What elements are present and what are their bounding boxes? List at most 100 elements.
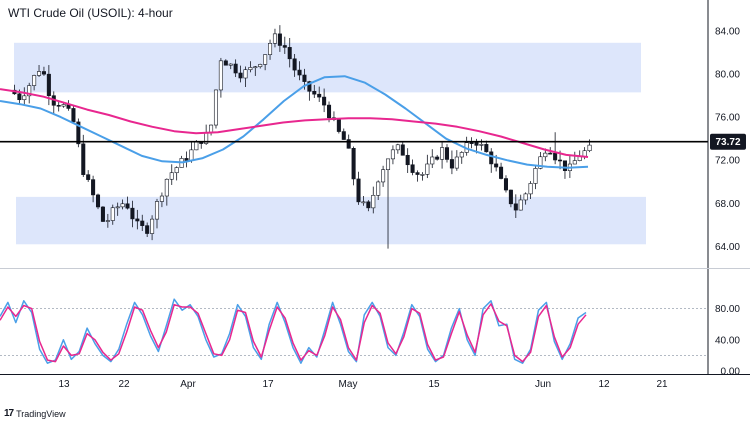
candle-up (159, 195, 164, 202)
candle-down (130, 207, 135, 220)
candle-down (474, 142, 479, 146)
candle-down (336, 119, 341, 132)
candle-up (110, 207, 115, 221)
price-axis: 64.00 68.00 72.00 76.00 80.00 84.00 (715, 26, 740, 253)
candle-up (454, 156, 459, 169)
candle-down (494, 163, 499, 168)
candle-up (361, 201, 366, 204)
level-price-label: 73.72 (715, 137, 740, 148)
price-tick-label: 76.00 (715, 113, 740, 124)
candle-up (459, 152, 464, 158)
level-price-tag (710, 133, 746, 150)
candle-down (91, 179, 96, 196)
candle-up (479, 144, 484, 146)
candle-down (71, 108, 76, 123)
candle-up (32, 75, 37, 86)
tradingview-mark-icon: 17 (4, 408, 14, 419)
candle-up (381, 169, 386, 183)
level-layer: 73.72 (0, 133, 746, 150)
time-tick-label: 12 (598, 379, 610, 390)
candle-down (307, 81, 312, 92)
candle-down (327, 104, 332, 119)
candle-up (154, 201, 160, 220)
candle-up (582, 150, 587, 157)
time-axis: 13 22 Apr 17 May 15 Jun 12 21 (58, 379, 668, 390)
candle-down (513, 203, 518, 211)
candle-up (528, 183, 533, 195)
stoch-tick-label: 40.00 (715, 335, 740, 346)
candle-down (366, 201, 371, 209)
time-tick-label: May (339, 379, 358, 390)
candle-down (317, 93, 322, 98)
candle-down (400, 144, 405, 156)
candle-up (213, 89, 219, 126)
candle-down (238, 72, 243, 79)
candle-down (346, 139, 351, 149)
candle-up (218, 60, 223, 91)
time-tick-label: 15 (428, 379, 440, 390)
chart-title: WTI Crude Oil (USOIL): 4-hour (8, 6, 173, 20)
candle-up (572, 160, 577, 165)
time-tick-label: 21 (656, 379, 668, 390)
time-tick-label: Apr (180, 379, 196, 390)
candle-up (272, 33, 277, 44)
candle-up (518, 199, 523, 211)
candle-down (41, 71, 46, 75)
price-tick-label: 80.00 (715, 70, 740, 81)
candle-up (390, 149, 395, 160)
candle-up (174, 167, 179, 174)
moving-average-fast (0, 75, 589, 169)
candle-down (503, 178, 509, 191)
candle-down (95, 194, 101, 208)
candle-down (86, 174, 91, 180)
time-tick-label: 13 (58, 379, 70, 390)
candle-up (268, 43, 273, 55)
candle-down (356, 178, 361, 203)
candle-down (469, 142, 474, 144)
candle-up (105, 220, 110, 222)
candle-up (425, 163, 430, 175)
candle-up (228, 63, 233, 66)
candle-down (558, 159, 563, 162)
candle-up (37, 71, 42, 76)
candle-up (587, 144, 592, 152)
candle-down (444, 147, 450, 160)
candle-up (371, 194, 376, 209)
tradingview-brand: TradingView (16, 408, 66, 419)
candle-down (415, 172, 420, 175)
candle-down (17, 93, 22, 101)
candle-down (489, 151, 494, 165)
candle-down (322, 96, 327, 106)
zones-layer (14, 42, 646, 245)
candle-down (484, 144, 489, 153)
candle-down (508, 189, 513, 205)
candle-down (125, 203, 130, 209)
candle-up (189, 149, 194, 161)
candle-up (538, 156, 543, 169)
candle-up (533, 168, 538, 184)
stoch-tick-label: 0.00 (721, 367, 741, 378)
candle-down (548, 152, 553, 155)
stoch-tick-label: 80.00 (715, 304, 740, 315)
candle-down (282, 45, 287, 48)
candle-up (27, 85, 32, 97)
candle-up (523, 193, 528, 201)
price-tick-label: 72.00 (715, 156, 740, 167)
stochastic-panel: 0.00 40.00 80.00 (0, 298, 741, 378)
candle-down (302, 74, 307, 82)
candle-up (395, 144, 400, 151)
tradingview-logo: 17 TradingView (4, 408, 66, 419)
candle-down (76, 121, 81, 145)
candle-up (169, 172, 174, 180)
candle-up (150, 218, 155, 234)
candle-down (223, 60, 228, 66)
candle-up (22, 95, 27, 101)
candle-down (562, 160, 567, 171)
candle-down (499, 166, 504, 179)
stoch-d-line (0, 303, 587, 363)
moving-averages-layer (0, 75, 589, 169)
candle-up (194, 141, 199, 151)
candle-up (430, 156, 435, 165)
candle-up (61, 104, 66, 107)
